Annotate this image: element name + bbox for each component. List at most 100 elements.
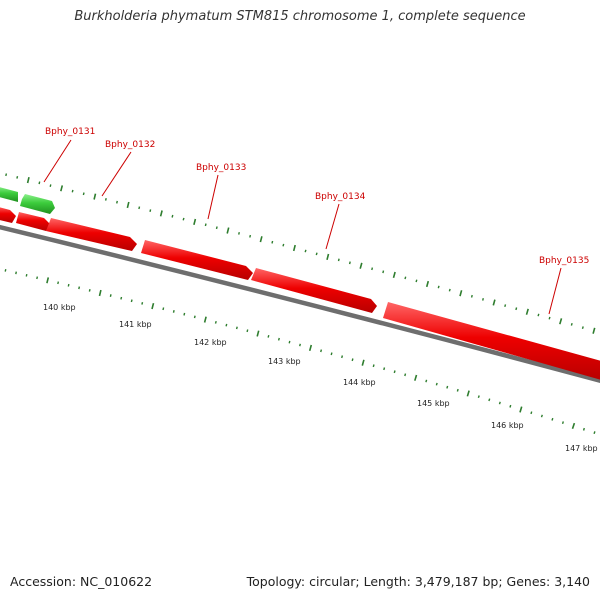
scale-tick (504, 304, 507, 307)
scale-tick (559, 318, 563, 325)
scale-tick (116, 200, 118, 204)
scale-tick (393, 370, 396, 374)
scale-tick (46, 277, 50, 284)
scale-tick (149, 209, 152, 212)
gene-label[interactable]: Bphy_0131 (45, 127, 95, 137)
scale-tick (235, 326, 238, 330)
scale-tick (267, 335, 270, 338)
kbp-label: 142 kbp (194, 338, 227, 347)
kbp-label: 140 kbp (43, 303, 76, 312)
scale-tick (171, 214, 174, 218)
scale-tick (71, 189, 74, 193)
map-title: Burkholderia phymatum STM815 chromosome … (74, 9, 526, 24)
scale-tick (348, 261, 351, 265)
kbp-label: 147 kbp (565, 444, 598, 453)
scale-tick (282, 243, 285, 247)
scale-tick (330, 352, 333, 356)
scale-tick (130, 299, 133, 303)
gene-forward[interactable] (251, 268, 377, 313)
gene-label[interactable]: Bphy_0135 (539, 256, 589, 266)
scale-tick (249, 234, 252, 238)
scale-tick (415, 279, 418, 283)
scale-tick (582, 427, 585, 431)
scale-tick (448, 288, 451, 292)
scale-tick (93, 193, 97, 200)
scale-tick (456, 388, 459, 392)
scale-tick (277, 337, 280, 341)
gene-label[interactable]: Bphy_0132 (105, 140, 155, 150)
scale-tick (446, 385, 449, 389)
scale-tick (57, 281, 60, 285)
scale-tick (435, 382, 438, 386)
scale-tick (548, 316, 551, 320)
scale-tick (256, 330, 260, 337)
scale-tick (308, 344, 313, 352)
accession-text: Accession: NC_010622 (10, 574, 153, 589)
scale-tick (16, 176, 19, 179)
scale-tick (151, 302, 155, 310)
scale-tick (551, 417, 554, 421)
scale-tick (383, 367, 386, 371)
lower-tick-track (4, 269, 596, 435)
scale-tick (203, 316, 207, 323)
gene-label[interactable]: Bphy_0134 (315, 192, 366, 202)
gene-label[interactable]: Bphy_0133 (196, 163, 246, 173)
leader-line (325, 203, 340, 250)
scale-tick (592, 327, 596, 334)
scale-tick (337, 258, 340, 262)
scale-tick (214, 321, 217, 324)
scale-tick (359, 262, 363, 269)
gene-forward[interactable] (383, 302, 600, 381)
scale-tick (193, 218, 197, 226)
kbp-label: 146 kbp (491, 421, 524, 430)
gene-forward[interactable] (141, 240, 253, 280)
scale-tick (141, 302, 144, 305)
scale-tick (271, 240, 274, 244)
gene-reverse[interactable] (20, 194, 55, 214)
scale-tick (326, 253, 330, 261)
scale-tick (530, 411, 533, 415)
gene-forward[interactable] (0, 206, 16, 223)
gene-forward[interactable] (16, 212, 50, 231)
scale-tick (437, 285, 440, 289)
scale-tick (498, 401, 501, 405)
scale-tick (414, 374, 418, 381)
leader-line (207, 174, 219, 220)
scale-tick (183, 312, 186, 316)
scale-tick (104, 198, 107, 201)
scale-tick (225, 323, 228, 327)
scale-tick (138, 206, 141, 210)
scale-tick (540, 414, 543, 418)
scale-tick (98, 289, 102, 297)
chromosome-backbone (0, 224, 600, 383)
scale-tick (204, 223, 207, 227)
scale-tick (292, 244, 296, 252)
scale-tick (477, 395, 480, 399)
upper-tick-track (5, 173, 596, 334)
scale-tick (109, 294, 112, 297)
scale-tick (36, 276, 39, 280)
scale-tick (60, 185, 64, 192)
forward-strand-genes (0, 206, 600, 381)
scale-tick (515, 307, 518, 311)
scale-tick (593, 431, 596, 435)
scale-tick (361, 359, 365, 366)
scale-tick (488, 398, 491, 402)
leader-line (101, 151, 132, 197)
scale-tick (288, 340, 291, 344)
scale-tick (425, 280, 430, 288)
gene-reverse[interactable] (0, 186, 18, 202)
scale-tick (246, 329, 249, 333)
scale-tick (25, 273, 28, 277)
scale-tick (82, 192, 85, 196)
scale-tick (372, 364, 375, 368)
gene-forward[interactable] (46, 218, 137, 251)
scale-tick (459, 290, 463, 297)
scale-tick (581, 326, 584, 329)
scale-tick (425, 379, 428, 383)
sequence-summary-text: Topology: circular; Length: 3,479,187 bp… (246, 574, 590, 589)
kbp-label: 141 kbp (119, 320, 152, 329)
leader-line (548, 267, 562, 315)
